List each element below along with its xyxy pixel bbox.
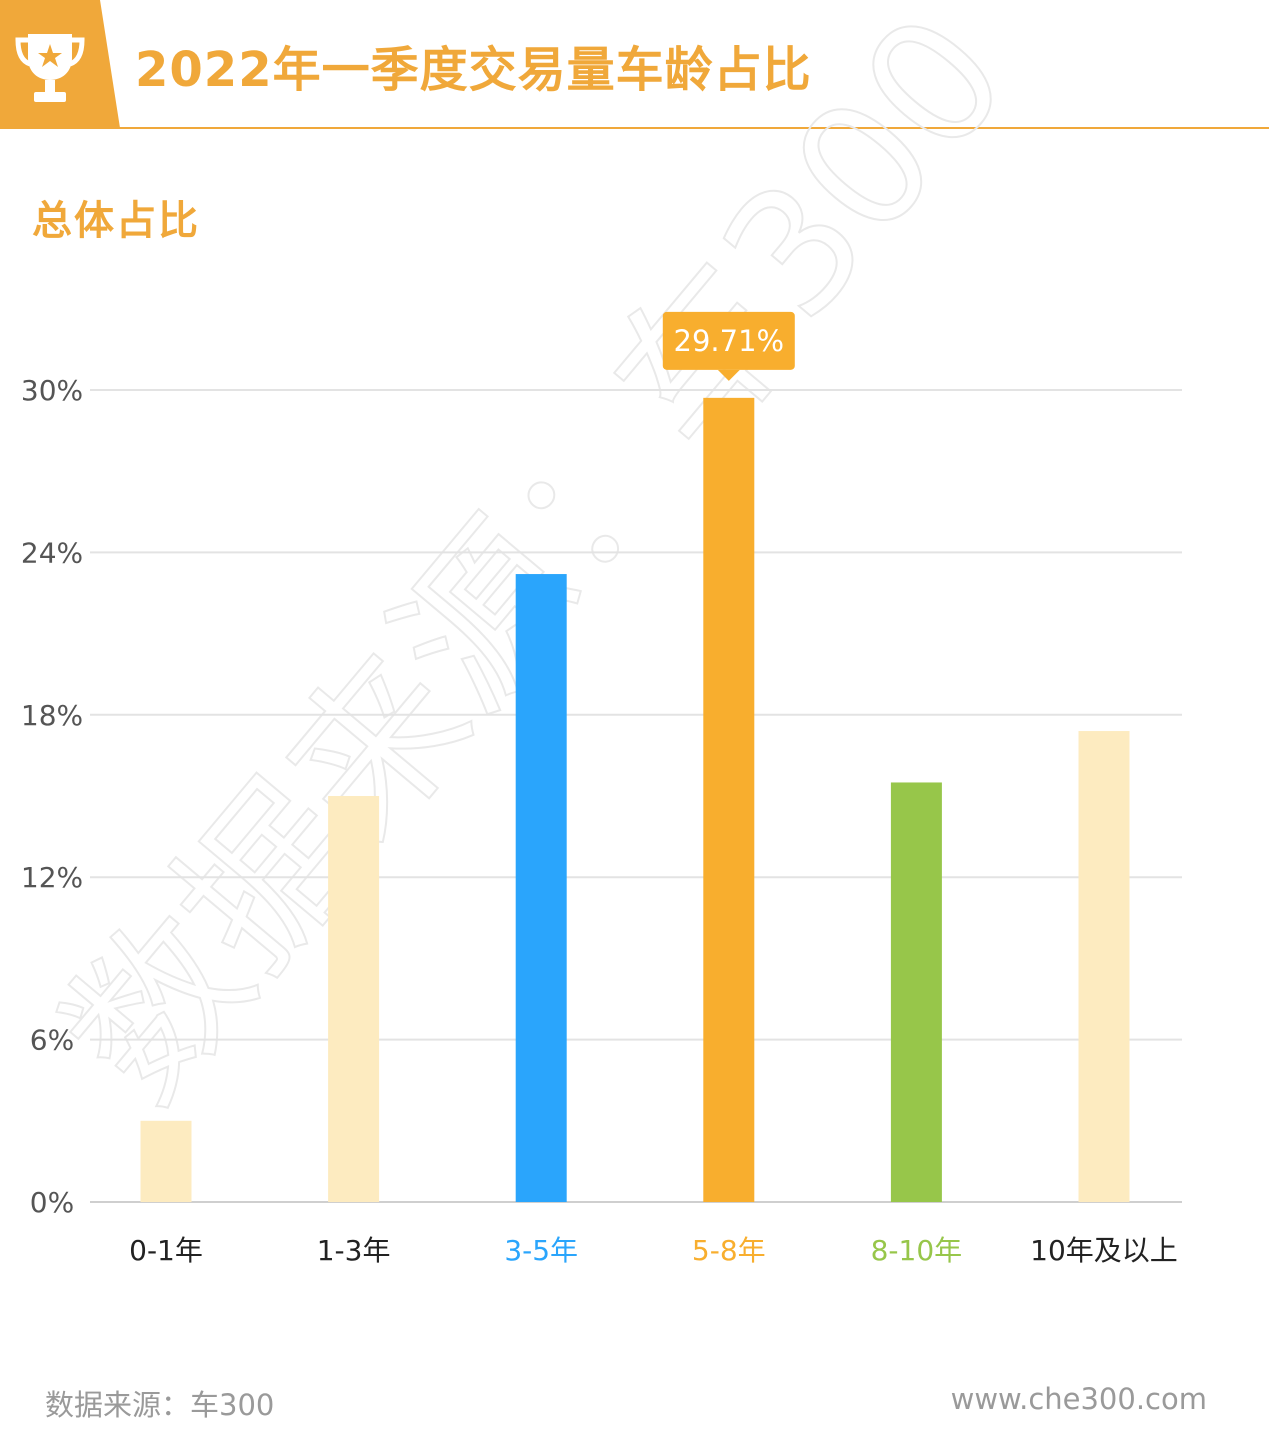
x-tick-label: 0-1年	[129, 1234, 203, 1267]
bar-6[interactable]	[1078, 731, 1130, 1202]
x-tick-label: 10年及以上	[1030, 1234, 1178, 1267]
x-tick-label: 8-10年	[871, 1234, 963, 1267]
header-badge	[0, 0, 120, 128]
y-tick-label: 12%	[21, 861, 83, 894]
highlight-callout: 29.71%	[662, 311, 795, 381]
y-axis-ticks: 0% 6% 12% 18% 24% 30%	[21, 374, 83, 1219]
page-title: 2022年一季度交易量车龄占比	[135, 42, 812, 98]
bar-5[interactable]	[890, 782, 942, 1202]
bar-4[interactable]	[703, 397, 755, 1202]
bar-2[interactable]	[328, 796, 380, 1202]
callout-value: 29.71%	[674, 324, 785, 358]
data-source: 数据来源：车300	[45, 1388, 275, 1422]
website-link[interactable]: www.che300.com	[950, 1382, 1207, 1416]
bar-1[interactable]	[140, 1120, 192, 1202]
x-tick-label: 1-3年	[317, 1234, 391, 1267]
bar-3[interactable]	[515, 574, 567, 1202]
y-tick-label: 18%	[21, 699, 83, 732]
x-tick-label: 5-8年	[692, 1234, 766, 1267]
callout-pointer	[717, 369, 740, 381]
y-tick-label: 0%	[30, 1186, 74, 1219]
section-subtitle: 总体占比	[32, 198, 200, 244]
y-tick-label: 24%	[21, 536, 83, 569]
x-tick-label: 3-5年	[504, 1234, 578, 1267]
header-bar: 2022年一季度交易量车龄占比	[0, 0, 1269, 130]
grid-lines	[90, 389, 1182, 1203]
bars	[140, 397, 1130, 1202]
y-tick-label: 6%	[30, 1024, 74, 1057]
trophy-icon	[15, 34, 85, 102]
x-axis-labels: 0-1年 1-3年 3-5年 5-8年 8-10年 10年及以上	[129, 1234, 1178, 1267]
callout-box	[662, 311, 795, 370]
y-tick-label: 30%	[21, 374, 83, 407]
header-divider	[0, 127, 1269, 129]
